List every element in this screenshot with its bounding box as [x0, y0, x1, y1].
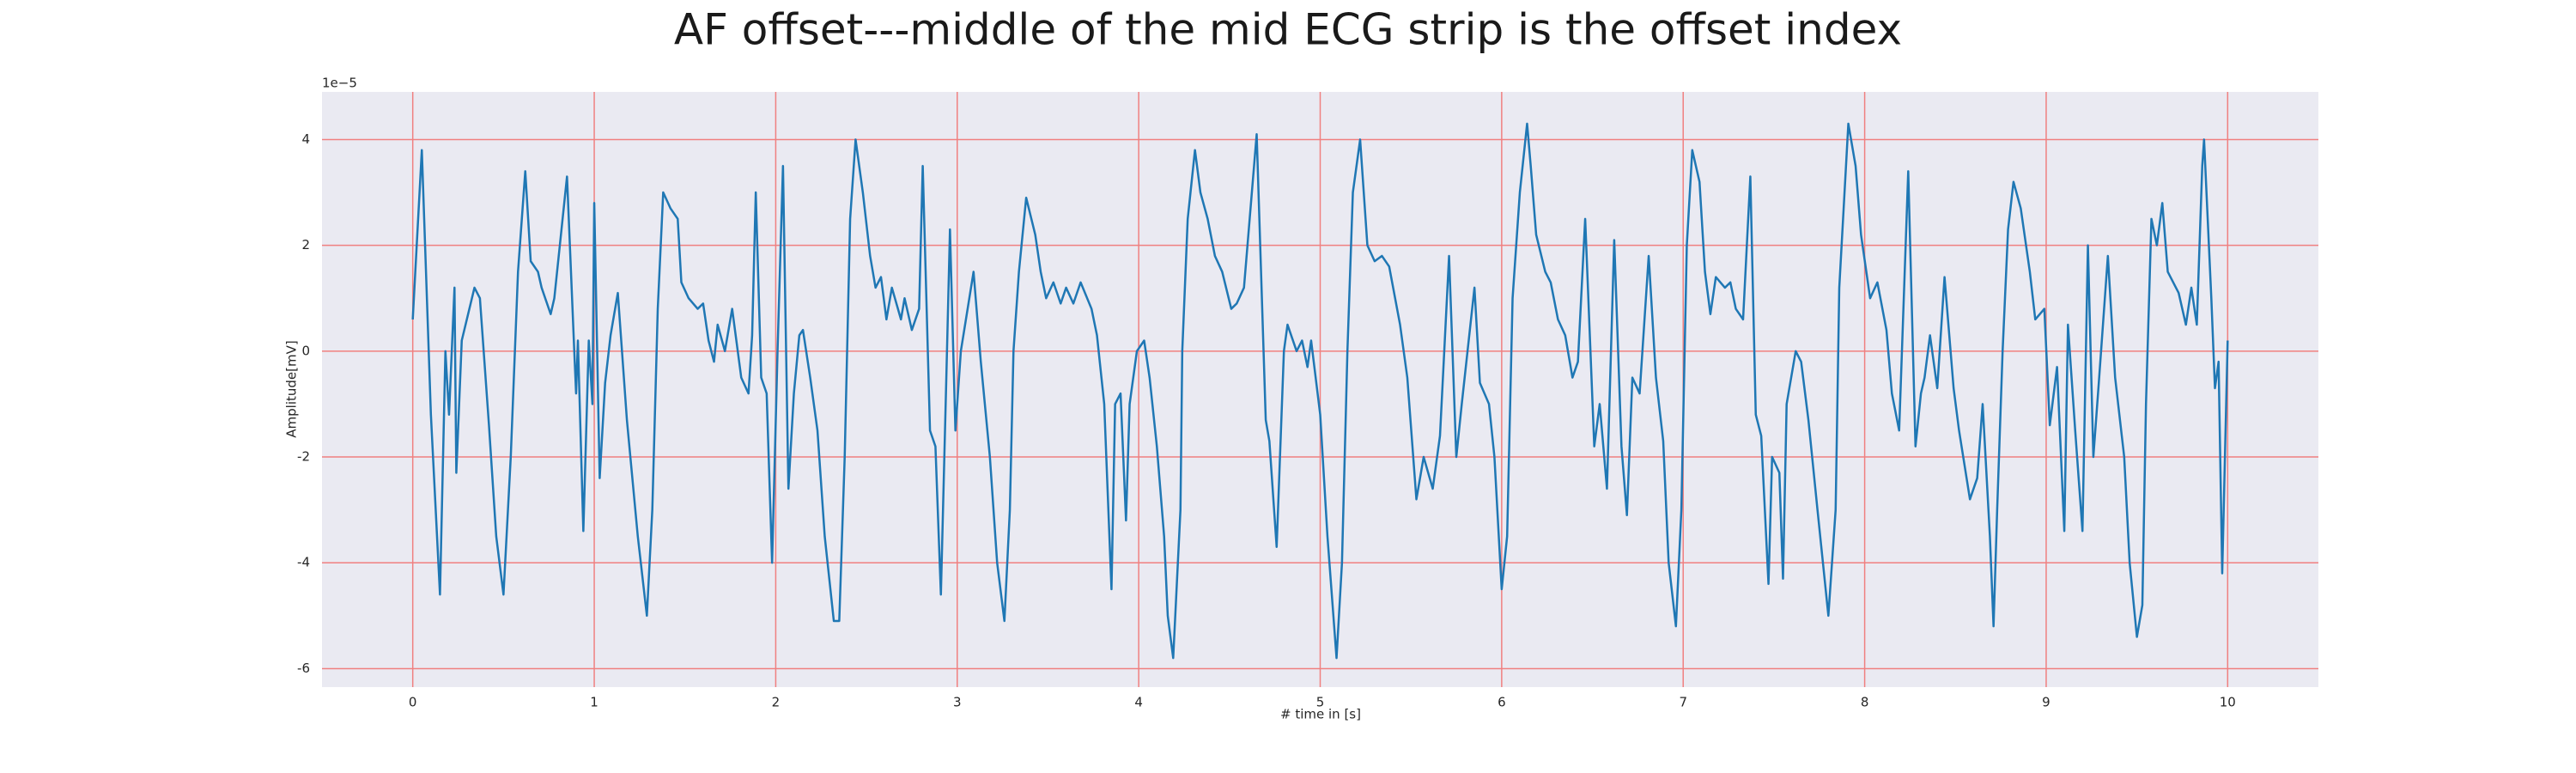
x-tick-label: 8 [1861, 695, 1869, 710]
y-axis-label: Amplitude[mV] [284, 340, 300, 437]
x-axis-label: # time in [s] [1280, 707, 1361, 722]
y-offset-text: 1e−5 [322, 76, 357, 91]
y-tick-label: -2 [297, 449, 310, 465]
ecg-line [411, 122, 2229, 660]
grid [322, 92, 2318, 687]
x-tick-label: 1 [590, 695, 598, 710]
ticks: 0 1 2 3 4 5 6 7 8 9 10 -6 -4 -2 0 2 4 [297, 131, 2236, 710]
x-tick-label: 6 [1498, 695, 1506, 710]
y-tick-label: 2 [301, 237, 310, 253]
x-tick-label: 3 [953, 695, 962, 710]
chart-title: AF offset---middle of the mid ECG strip … [674, 5, 1902, 55]
x-tick-label: 9 [2042, 695, 2050, 710]
series [411, 122, 2229, 660]
x-tick-label: 0 [409, 695, 417, 710]
x-tick-label: 4 [1134, 695, 1143, 710]
y-tick-label: -4 [297, 555, 310, 570]
x-tick-label: 10 [2220, 695, 2236, 710]
y-tick-label: 4 [301, 131, 310, 147]
y-tick-label: -6 [297, 660, 310, 676]
x-tick-label: 5 [1316, 695, 1325, 710]
x-tick-label: 2 [772, 695, 781, 710]
y-tick-label: 0 [301, 343, 310, 358]
x-tick-label: 7 [1679, 695, 1687, 710]
